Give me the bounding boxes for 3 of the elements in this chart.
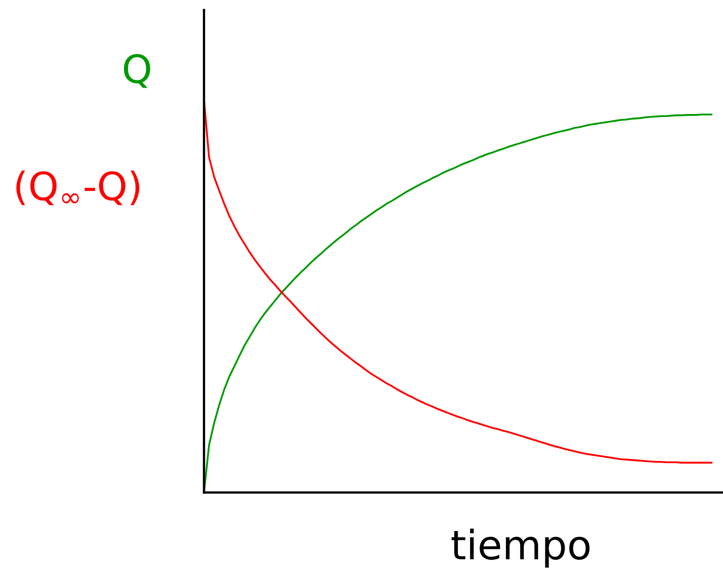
text: Q [124, 54, 150, 88]
series-label: (Q$_{∞}$-Q) [16, 170, 140, 206]
x-axis-title: tiempo [452, 528, 590, 568]
